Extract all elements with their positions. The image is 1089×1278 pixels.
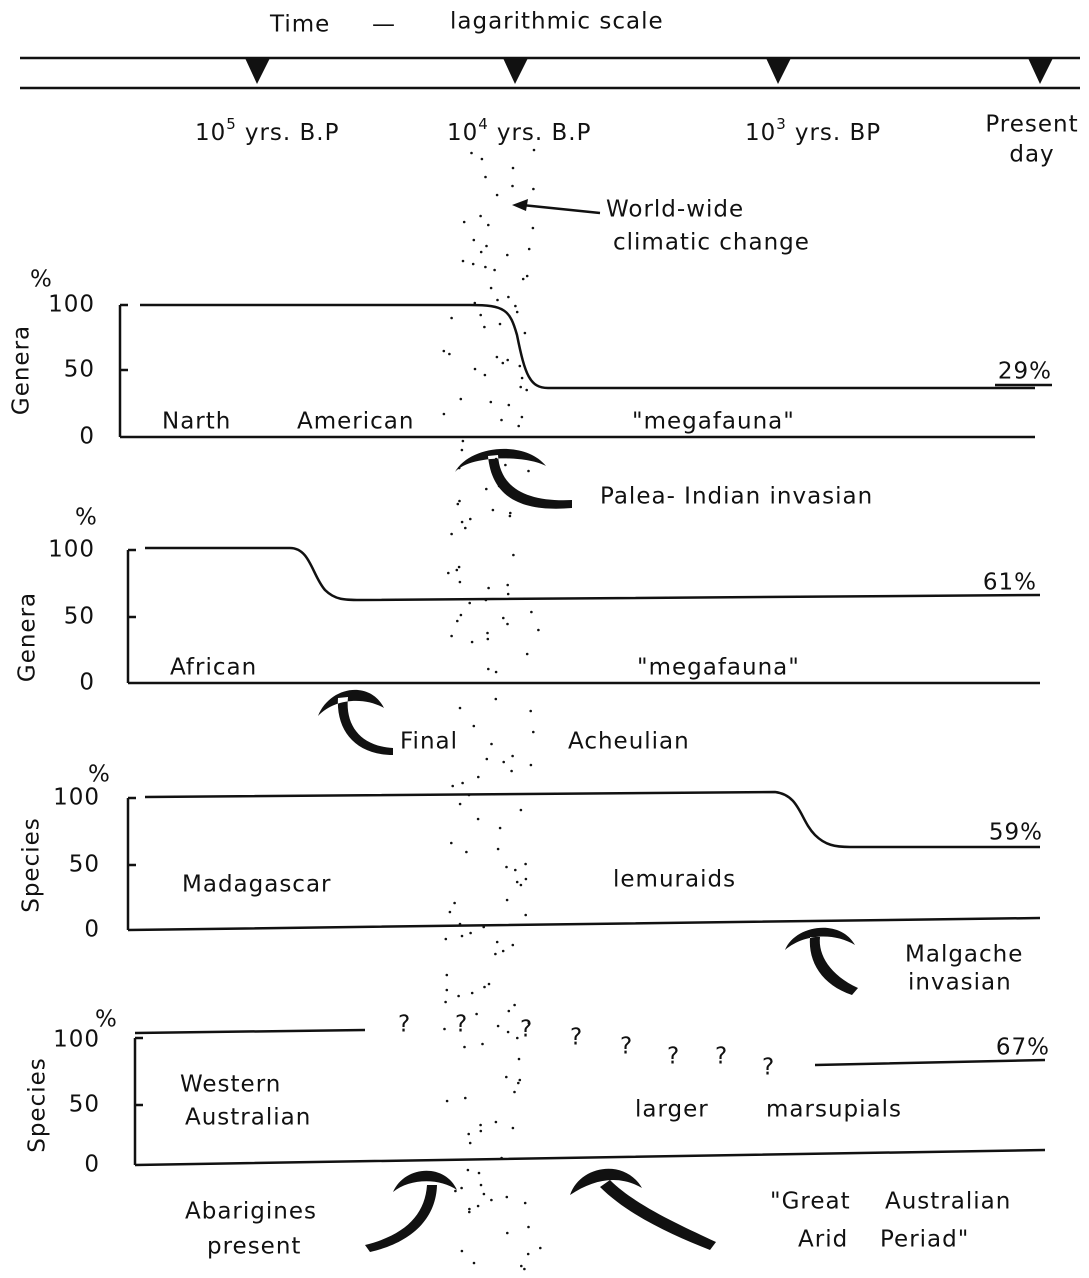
event-arrow xyxy=(365,1171,457,1252)
unknown-mark: ? xyxy=(398,1012,411,1038)
panel-curve xyxy=(128,548,1040,683)
panel-label: marsupials xyxy=(766,1097,902,1123)
event-label: Abarigines xyxy=(185,1199,317,1225)
unknown-mark: ? xyxy=(715,1044,728,1070)
panel-curve xyxy=(135,1030,1045,1165)
event-label: Australian xyxy=(885,1189,1011,1215)
timeline-marker xyxy=(1028,58,1053,84)
time-base: 10 xyxy=(745,120,776,146)
time-label: Present xyxy=(985,112,1078,138)
title: Time xyxy=(269,12,330,38)
timeline-marker xyxy=(245,58,270,84)
unknown-mark: ? xyxy=(620,1034,633,1060)
pointer-head xyxy=(512,199,528,211)
panel-label: Western xyxy=(180,1072,281,1098)
panel-label: lemuraids xyxy=(613,867,736,893)
y-tick-label: 0 xyxy=(84,1152,100,1178)
panel-label: African xyxy=(170,655,257,681)
y-axis-label: Genera xyxy=(15,592,41,682)
timeline-marker xyxy=(503,58,528,84)
time-unit: yrs. B.P xyxy=(497,120,592,146)
panel-label: Madagascar xyxy=(182,872,332,898)
time-label: day xyxy=(1009,142,1054,168)
y-tick-label: 50 xyxy=(64,357,95,383)
y-axis-label: Genera xyxy=(9,325,35,415)
panel-label: "megafauna" xyxy=(637,655,800,681)
y-tick-label: 100 xyxy=(48,292,95,318)
pointer-line xyxy=(522,205,600,213)
event-arrow xyxy=(785,928,858,995)
y-tick-label: 50 xyxy=(69,1092,100,1118)
event-label: invasian xyxy=(908,970,1012,996)
y-axis-label: Species xyxy=(25,1057,51,1153)
y-tick-label: 0 xyxy=(84,917,100,943)
title: lagarithmic scale xyxy=(450,9,664,35)
time-label: 105 yrs. B.P xyxy=(195,115,339,146)
event-label: Palea- Indian invasian xyxy=(600,484,873,510)
y-axis-label: Species xyxy=(19,817,45,913)
timeline xyxy=(20,58,1080,88)
panel-label: larger xyxy=(635,1097,709,1123)
y-unit: % xyxy=(75,505,98,531)
y-tick-label: 100 xyxy=(48,537,95,563)
time-exp: 4 xyxy=(478,115,489,133)
unknown-mark: ? xyxy=(520,1017,533,1043)
event-label: Final xyxy=(400,729,458,755)
y-tick-label: 50 xyxy=(69,852,100,878)
page: Time—lagarithmic scale105yrs. B.P104yrs.… xyxy=(0,0,1089,1278)
y-tick-label: 100 xyxy=(53,1027,100,1053)
panel-label: Narth xyxy=(162,409,231,435)
event-label: Malgache xyxy=(905,942,1023,968)
y-tick-label: 100 xyxy=(53,785,100,811)
climate-band xyxy=(443,149,542,1271)
timeline-marker xyxy=(766,58,791,84)
event-label: "Great xyxy=(770,1189,851,1215)
y-tick-label: 0 xyxy=(79,670,95,696)
panel-label: American xyxy=(297,409,414,435)
unknown-mark: ? xyxy=(667,1044,680,1070)
unknown-mark: ? xyxy=(570,1025,583,1051)
annotation: climatic change xyxy=(613,230,810,256)
end-value: 67% xyxy=(996,1035,1050,1061)
time-exp: 5 xyxy=(226,115,237,133)
y-tick-label: 0 xyxy=(79,424,95,450)
event-label: Acheulian xyxy=(568,729,690,755)
event-arrow xyxy=(455,449,572,509)
panel-label: Australian xyxy=(185,1105,311,1131)
y-tick-label: 50 xyxy=(64,604,95,630)
time-unit: yrs. B.P xyxy=(245,120,340,146)
time-exp: 3 xyxy=(776,115,787,133)
time-unit: yrs. BP xyxy=(795,120,881,146)
end-value: 61% xyxy=(983,570,1037,596)
annotation: World-wide xyxy=(606,197,744,223)
end-value: 59% xyxy=(989,820,1043,846)
time-label: 104 yrs. B.P xyxy=(447,115,591,146)
panel-curve xyxy=(120,305,1035,437)
title: — xyxy=(372,12,396,38)
panel-label: "megafauna" xyxy=(632,409,795,435)
unknown-mark: ? xyxy=(762,1055,775,1081)
event-label: present xyxy=(207,1234,301,1260)
event-label: Periad" xyxy=(880,1227,969,1253)
event-arrow xyxy=(570,1169,716,1250)
event-arrows xyxy=(318,449,858,1252)
event-arrow xyxy=(318,690,393,755)
panel-curve xyxy=(128,792,1040,930)
figure: Time—lagarithmic scale105yrs. B.P104yrs.… xyxy=(0,0,1089,1278)
unknown-mark: ? xyxy=(455,1012,468,1038)
event-label: Arid xyxy=(798,1227,848,1253)
time-base: 10 xyxy=(195,120,226,146)
end-value: 29% xyxy=(998,359,1052,385)
time-label: 103 yrs. BP xyxy=(745,115,881,146)
time-base: 10 xyxy=(447,120,478,146)
y-unit: % xyxy=(30,267,53,293)
